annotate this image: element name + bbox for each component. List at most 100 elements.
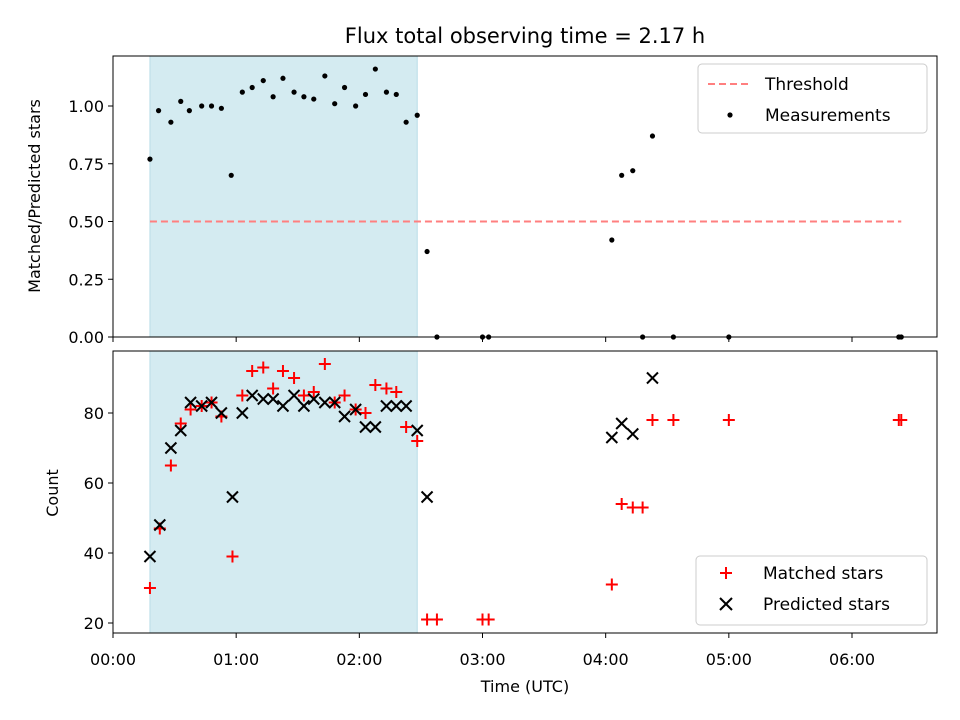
predicted-star-point — [143, 550, 157, 563]
predicted-star-point — [236, 406, 249, 420]
matched-star-point — [267, 382, 280, 395]
bottom-legend: Matched stars Predicted stars — [695, 555, 928, 626]
matched-star-point — [605, 578, 618, 591]
measurement-point — [260, 77, 266, 84]
y-tick-label: 0.50 — [68, 213, 104, 232]
measurements-legend-label: Measurements — [765, 106, 891, 126]
matched-star-point — [143, 582, 156, 594]
matched-star-point — [226, 550, 239, 563]
measurement-point — [609, 237, 615, 243]
matched-star-point — [615, 498, 628, 510]
observing-span — [149, 55, 418, 338]
measurement-point — [619, 172, 625, 178]
measurement-point — [353, 103, 359, 109]
predicted-star-point — [205, 396, 218, 409]
matched-star-point — [722, 414, 735, 426]
measurement-point — [270, 94, 276, 100]
y-tick-label: 1.00 — [68, 97, 104, 116]
measurement-point — [301, 94, 307, 100]
predicted-star-point — [349, 403, 362, 416]
predicted-star-point — [328, 396, 341, 409]
matched-star-point — [174, 417, 187, 430]
predicted-star-point — [215, 406, 228, 420]
top-legend-box — [697, 63, 928, 134]
matched-star-point — [164, 459, 177, 472]
matched-star-point — [184, 403, 197, 416]
top-axes-frame — [112, 55, 938, 338]
matched-star-point — [380, 382, 393, 395]
bottom-y-axis-ticks: 20 40 60 80 — [84, 404, 113, 633]
measurement-point — [341, 84, 348, 91]
matched-star-point — [895, 414, 908, 426]
bottom-y-axis-label: Count — [43, 469, 62, 517]
predicted-star-point — [257, 392, 270, 406]
predicted-star-point — [399, 399, 413, 413]
predicted-star-point — [287, 389, 301, 402]
matched-star-point — [257, 361, 270, 374]
measurement-point — [332, 101, 338, 107]
measurement-point — [218, 105, 224, 111]
measurement-point — [649, 133, 656, 139]
bottom-x-axis-ticks: 00:00 01:00 02:00 03:00 04:00 05:00 06:00 — [90, 633, 875, 669]
predicted-star-point — [380, 399, 393, 413]
predicted-star-point — [297, 399, 311, 413]
observing-span-top — [149, 55, 418, 338]
measurement-point — [630, 168, 636, 174]
matched-star-point — [411, 435, 424, 447]
measurement-point — [291, 89, 297, 95]
x-tick-label: 00:00 — [90, 650, 136, 669]
predicted-stars-points — [143, 371, 659, 563]
chart-title: Flux total observing time = 2.17 h — [345, 24, 705, 48]
threshold-legend-label: Threshold — [764, 75, 849, 95]
matched-star-point — [369, 379, 382, 391]
measurement-point — [228, 172, 234, 178]
matched-star-point — [297, 389, 310, 402]
measurement-point — [414, 112, 420, 118]
predicted-star-point — [276, 399, 290, 413]
predicted-star-point — [184, 396, 197, 409]
observing-span — [149, 350, 418, 634]
ratio-panel: 0.00 0.25 0.50 0.75 1.00 Matched/Predicted s… — [25, 55, 938, 347]
predicted-legend-swatch — [719, 597, 733, 611]
matched-star-point — [636, 501, 649, 514]
matched-star-point — [276, 365, 289, 377]
predicted-star-point — [338, 410, 351, 423]
measurements-legend-swatch — [727, 112, 733, 118]
measurement-point — [199, 103, 205, 109]
measurement-point — [311, 96, 317, 102]
predicted-star-point — [266, 392, 280, 406]
observing-span-bottom — [149, 350, 418, 634]
predicted-star-point — [411, 424, 424, 437]
predicted-star-point — [318, 396, 332, 409]
matched-legend-swatch — [720, 567, 732, 579]
top-x-axis-ticks — [112, 337, 853, 342]
predicted-star-point — [359, 420, 372, 434]
measurement-point — [186, 108, 192, 114]
predicted-star-point — [615, 417, 628, 430]
matched-star-point — [318, 358, 331, 370]
top-y-axis-label: Matched/Predicted stars — [25, 99, 44, 293]
x-tick-label: 01:00 — [213, 650, 259, 669]
predicted-star-point — [390, 399, 403, 413]
measurement-point — [403, 119, 409, 125]
matched-star-point — [288, 372, 301, 384]
y-tick-label: 0.75 — [68, 155, 104, 174]
measurement-point — [393, 91, 399, 98]
predicted-star-point — [164, 441, 178, 455]
y-tick-label: 0.25 — [68, 270, 104, 289]
matched-star-point — [646, 414, 659, 426]
matched-star-point — [359, 407, 372, 419]
matched-star-point — [236, 389, 249, 402]
predicted-legend-label: Predicted stars — [763, 595, 890, 615]
measurement-point — [208, 103, 215, 109]
y-tick-label: 40 — [84, 544, 104, 563]
matched-star-point — [430, 613, 443, 626]
measurement-point — [147, 156, 153, 162]
measurement-point — [372, 66, 378, 72]
predicted-star-point — [195, 399, 208, 413]
matched-star-point — [307, 386, 320, 398]
predicted-star-point — [174, 424, 187, 437]
predicted-star-point — [226, 490, 239, 504]
predicted-star-point — [245, 389, 259, 402]
measurement-point — [280, 75, 286, 81]
